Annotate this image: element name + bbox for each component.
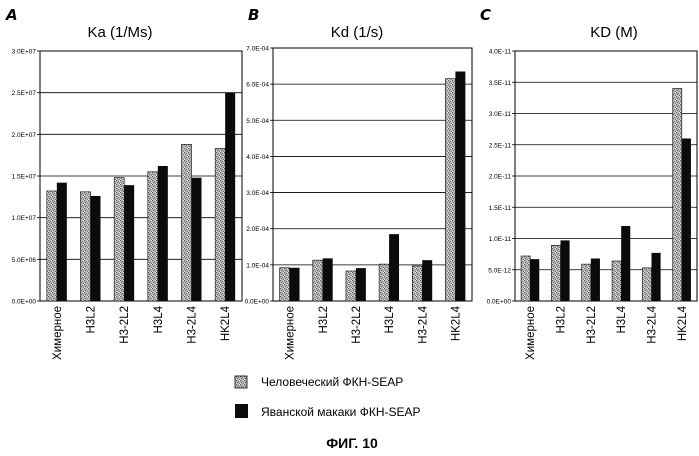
bar-c-cyno-5 — [682, 139, 691, 302]
y-tick-label-a: 0.0E+00 — [12, 299, 37, 306]
bar-b-cyno-2 — [356, 268, 366, 301]
y-tick-label-c: 3.0E-11 — [489, 111, 512, 118]
x-tick-label-a: HK2L4 — [220, 305, 232, 341]
bar-b-human-3 — [379, 264, 389, 301]
bar-c-cyno-4 — [652, 253, 661, 301]
y-tick-label-a: 1.0E+07 — [12, 215, 37, 222]
x-tick-label-b: Химерное — [285, 306, 297, 360]
y-tick-label-b: 1.0E-04 — [246, 262, 269, 269]
legend-swatch-cyno — [235, 404, 248, 418]
x-tick-label-b: H3L2 — [318, 306, 330, 334]
bar-c-human-1 — [551, 245, 560, 301]
bar-a-cyno-1 — [91, 196, 101, 301]
bar-b-human-0 — [280, 268, 290, 301]
bar-c-cyno-0 — [530, 259, 539, 301]
legend-swatch-human — [235, 376, 247, 388]
bar-c-cyno-1 — [561, 240, 570, 301]
y-tick-label-a: 2.0E+07 — [12, 132, 37, 139]
x-tick-label-c: H3L2 — [556, 306, 568, 334]
y-tick-label-c: 0.0E+00 — [487, 299, 512, 306]
x-tick-label-a: H3-2L2 — [119, 306, 131, 344]
bar-b-cyno-0 — [290, 268, 300, 301]
y-tick-label-c: 2.0E-11 — [489, 174, 512, 181]
x-tick-label-a: H3-2L4 — [187, 305, 199, 343]
bar-b-human-2 — [346, 271, 356, 301]
y-tick-label-c: 3.5E-11 — [489, 80, 512, 87]
bar-b-cyno-4 — [422, 260, 432, 301]
bar-a-cyno-5 — [225, 93, 235, 301]
panel-a: A Ka (1/Ms) 0.0E+00 5.0E+06 1.0E+07 1.5E+07 2.… — [5, 6, 242, 360]
bar-b-human-1 — [313, 260, 323, 301]
bar-c-human-2 — [582, 264, 591, 301]
y-tick-label-c: 2.5E-11 — [489, 142, 512, 149]
chart-panels: A Ka (1/Ms) 0.0E+00 5.0E+06 1.0E+07 1.5E+07 2.… — [5, 6, 697, 360]
x-tick-label-b: H3L4 — [384, 305, 396, 333]
bar-c-human-4 — [642, 268, 651, 301]
legend: Человеческий ФКН-SEAP Яванской макаки ФК… — [235, 375, 421, 419]
x-tick-label-a: Химерное — [52, 306, 64, 360]
y-tick-label-c: 4.0E-11 — [489, 49, 512, 56]
panel-b: B Kd (1/s) 0.0E+00 1.0E-04 2.0E-04 3.0E-04 4.0… — [245, 6, 472, 360]
bar-b-human-4 — [412, 266, 422, 301]
x-tick-label-c: H3-2L4 — [647, 305, 659, 343]
bar-a-human-2 — [114, 178, 124, 301]
plot-area-b — [273, 48, 472, 301]
y-tick-label-b: 7.0E-04 — [246, 46, 269, 53]
bar-b-cyno-3 — [389, 234, 399, 301]
bar-a-cyno-0 — [57, 183, 67, 301]
bar-a-human-5 — [215, 149, 225, 302]
y-tick-label-b: 4.0E-04 — [246, 154, 269, 161]
y-tick-label-b: 3.0E-04 — [246, 190, 269, 197]
y-tick-label-b: 0.0E+00 — [245, 299, 270, 306]
figure-caption: ФИГ. 10 — [326, 435, 378, 451]
y-tick-label-c: 1.0E-11 — [489, 236, 512, 243]
bar-b-cyno-5 — [455, 71, 465, 301]
bar-c-cyno-2 — [591, 259, 600, 302]
bar-a-cyno-4 — [192, 178, 202, 301]
chart-title-c: KD (M) — [590, 24, 638, 41]
x-tick-label-b: H3-2L2 — [351, 306, 363, 344]
bar-b-human-5 — [445, 79, 455, 301]
x-tick-label-a: H3L4 — [153, 305, 165, 333]
chart-title-a: Ka (1/Ms) — [87, 24, 152, 41]
x-tick-label-a: H3L2 — [86, 306, 98, 334]
bar-c-human-0 — [521, 256, 530, 301]
bar-c-cyno-3 — [621, 226, 630, 301]
y-tick-label-b: 2.0E-04 — [246, 226, 269, 233]
bar-a-cyno-3 — [158, 166, 168, 301]
y-tick-label-c: 1.5E-11 — [489, 205, 512, 212]
x-tick-label-b: HK2L4 — [450, 305, 462, 341]
y-tick-label-a: 5.0E+06 — [12, 257, 37, 264]
x-tick-label-c: Химерное — [525, 306, 537, 360]
x-tick-label-c: HK2L4 — [677, 305, 689, 341]
panel-letter-a: A — [5, 6, 18, 24]
panel-c: C KD (M) 0.0E+00 5.0E-12 1.0E-11 1.5E-11 2.0E-… — [480, 6, 697, 360]
bar-a-human-1 — [81, 192, 91, 301]
bar-a-human-3 — [148, 172, 158, 301]
legend-label-cyno: Яванской макаки ФКН-SEAP — [261, 405, 421, 419]
bar-a-cyno-2 — [124, 185, 134, 301]
y-tick-label-b: 5.0E-04 — [246, 118, 269, 125]
panel-letter-b: B — [248, 6, 259, 24]
bar-c-human-5 — [673, 89, 682, 302]
bar-c-human-3 — [612, 261, 621, 301]
legend-label-human: Человеческий ФКН-SEAP — [261, 375, 403, 389]
y-tick-label-a: 1.5E+07 — [12, 174, 37, 181]
y-tick-label-b: 6.0E-04 — [246, 82, 269, 89]
y-tick-label-a: 2.5E+07 — [12, 90, 37, 97]
x-tick-label-c: H3L4 — [616, 305, 628, 333]
panel-letter-c: C — [480, 6, 491, 24]
chart-title-b: Kd (1/s) — [331, 24, 384, 41]
y-tick-label-a: 3.0E+07 — [12, 49, 37, 56]
bar-a-human-0 — [47, 191, 57, 301]
x-tick-label-c: H3-2L2 — [586, 306, 598, 344]
bar-b-cyno-1 — [323, 258, 333, 301]
bar-a-human-4 — [182, 144, 192, 301]
x-tick-label-b: H3-2L4 — [417, 305, 429, 343]
y-tick-label-c: 5.0E-12 — [488, 267, 511, 274]
